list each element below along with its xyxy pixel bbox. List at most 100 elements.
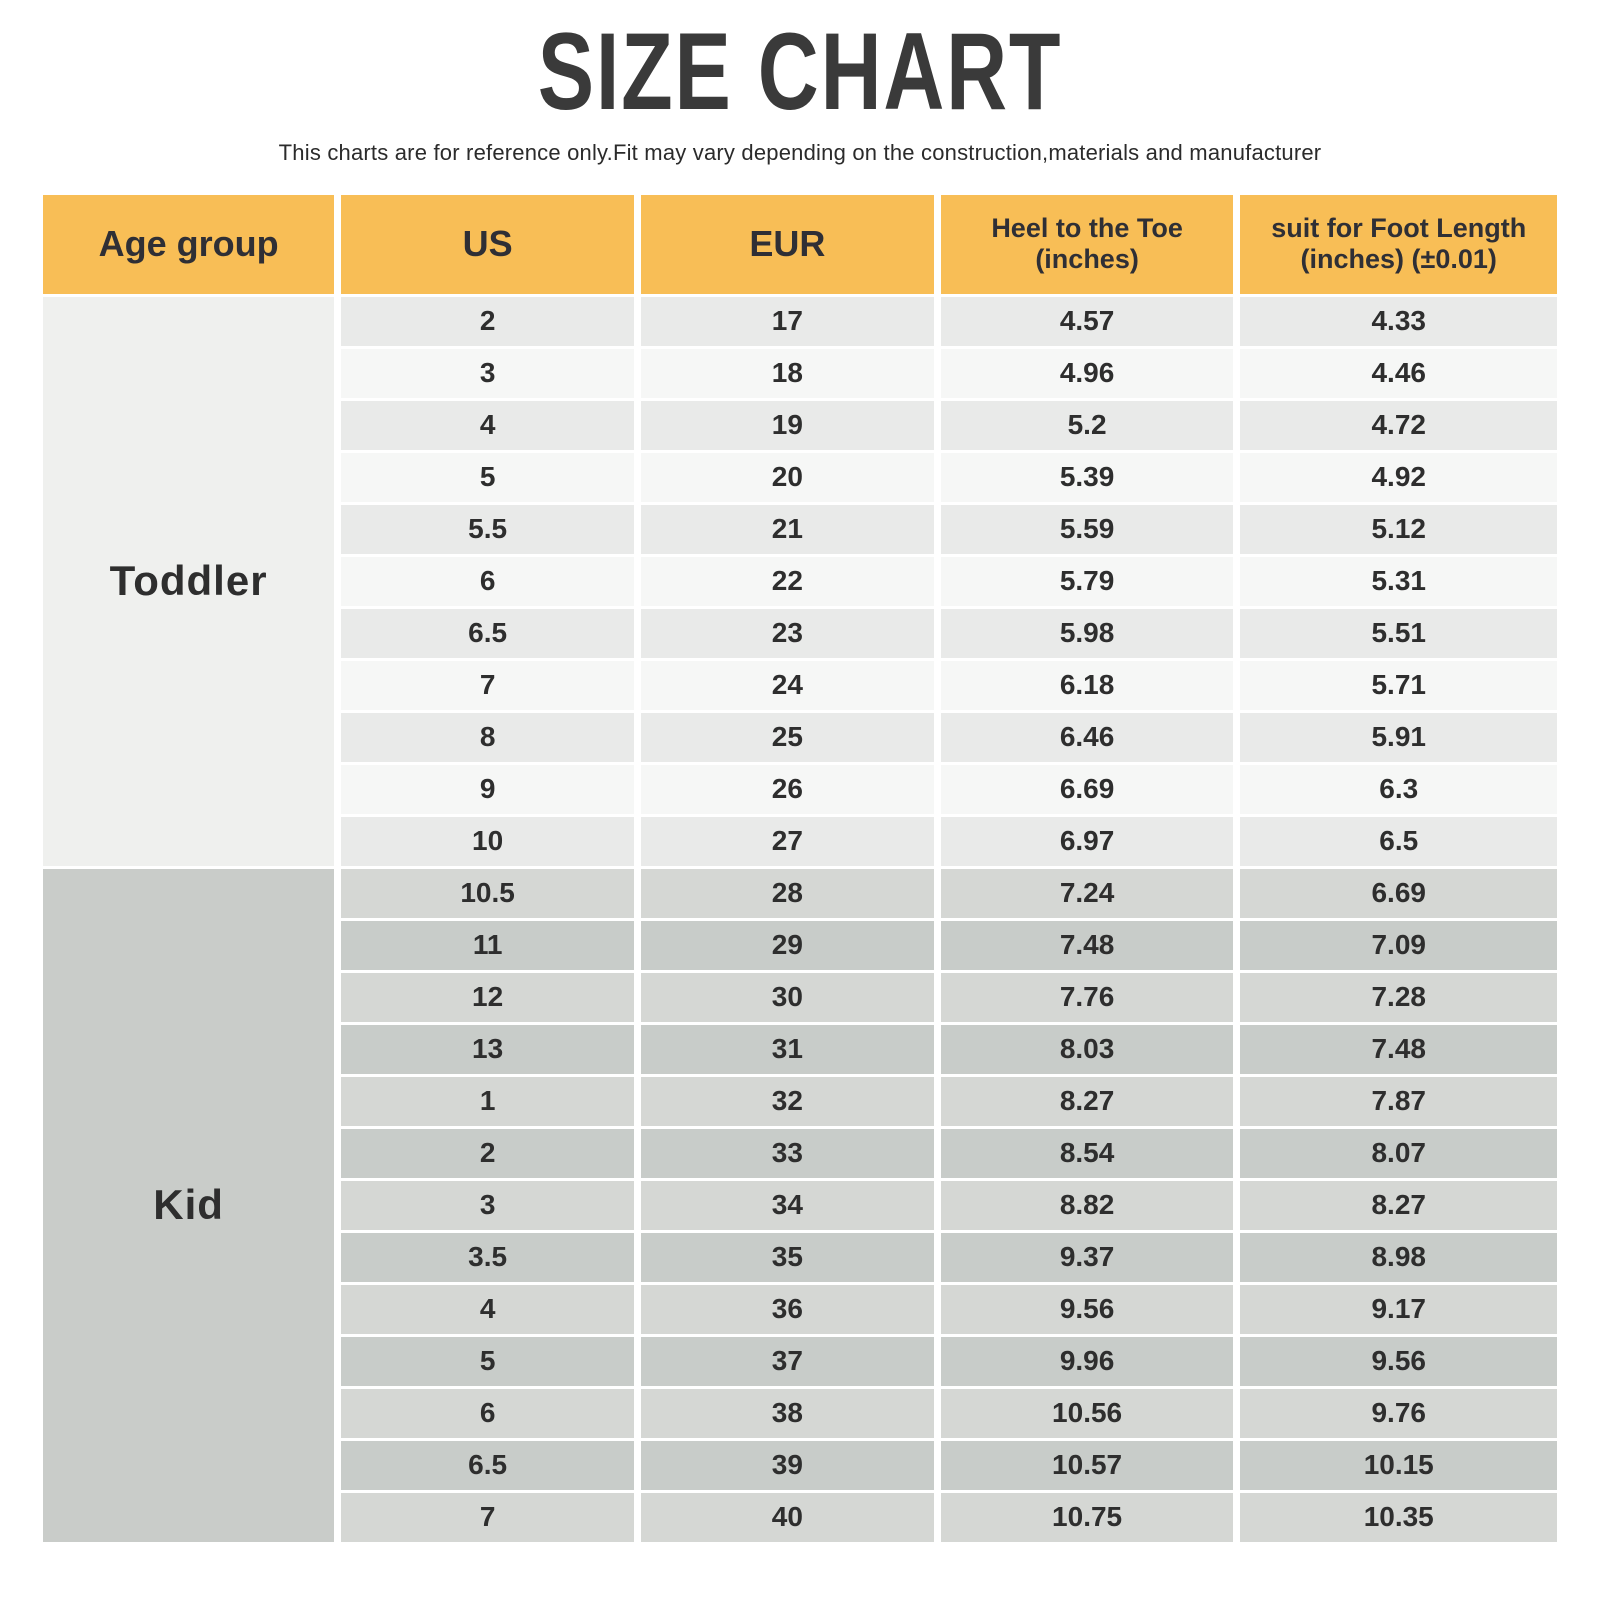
cell-heel-to-toe: 7.48	[940, 920, 1234, 970]
cell-eur: 33	[640, 1128, 934, 1178]
cell-heel-to-toe: 6.69	[940, 764, 1234, 814]
age-group-cell-kid: Kid	[43, 868, 335, 1542]
cell-foot-length: 7.28	[1240, 972, 1557, 1022]
cell-us: 9	[341, 764, 634, 814]
table-row: 5.5 21 5.59 5.12	[43, 504, 1557, 554]
cell-us: 3	[341, 1180, 634, 1230]
cell-foot-length: 4.33	[1240, 296, 1557, 346]
cell-us: 5	[341, 452, 634, 502]
cell-eur: 32	[640, 1076, 934, 1126]
cell-heel-to-toe: 8.03	[940, 1024, 1234, 1074]
cell-foot-length: 8.07	[1240, 1128, 1557, 1178]
cell-heel-to-toe: 7.76	[940, 972, 1234, 1022]
cell-heel-to-toe: 10.57	[940, 1440, 1234, 1490]
cell-foot-length: 9.56	[1240, 1336, 1557, 1386]
table-row: 11 29 7.48 7.09	[43, 920, 1557, 970]
cell-heel-to-toe: 9.56	[940, 1284, 1234, 1334]
table-row: 2 33 8.54 8.07	[43, 1128, 1557, 1178]
cell-eur: 25	[640, 712, 934, 762]
page-title: SIZE CHART	[537, 11, 1063, 133]
cell-eur: 17	[640, 296, 934, 346]
cell-eur: 38	[640, 1388, 934, 1438]
table-row: 13 31 8.03 7.48	[43, 1024, 1557, 1074]
col-header-age-group: Age group	[43, 194, 335, 294]
col-header-heel-to-toe-unit: (inches)	[1035, 244, 1139, 275]
cell-eur: 24	[640, 660, 934, 710]
cell-us: 7	[341, 1492, 634, 1542]
table-row: Kid 10.5 28 7.24 6.69	[43, 868, 1557, 1542]
col-header-us: US	[341, 194, 634, 294]
table-row: 3 18 4.96 4.46	[43, 348, 1557, 398]
cell-heel-to-toe: 8.82	[940, 1180, 1234, 1230]
table-row: 9 26 6.69 6.3	[43, 764, 1557, 814]
cell-heel-to-toe: 5.79	[940, 556, 1234, 606]
table-row: 6.5 23 5.98 5.51	[43, 608, 1557, 658]
cell-heel-to-toe: 5.2	[940, 400, 1234, 450]
cell-us: 5	[341, 1336, 634, 1386]
cell-foot-length: 7.48	[1240, 1024, 1557, 1074]
cell-foot-length: 4.92	[1240, 452, 1557, 502]
table-row: 4 36 9.56 9.17	[43, 1284, 1557, 1334]
cell-eur: 18	[640, 348, 934, 398]
table-row: 10 27 6.97 6.5	[43, 816, 1557, 866]
cell-heel-to-toe: 5.98	[940, 608, 1234, 658]
table-row: 5 20 5.39 4.92	[43, 452, 1557, 502]
subtitle: This charts are for reference only.Fit m…	[278, 139, 1322, 165]
col-header-eur-label: EUR	[749, 223, 826, 265]
cell-foot-length: 9.17	[1240, 1284, 1557, 1334]
cell-eur: 39	[640, 1440, 934, 1490]
cell-us: 6	[341, 556, 634, 606]
cell-heel-to-toe: 8.54	[940, 1128, 1234, 1178]
table-row: 6 38 10.56 9.76	[43, 1388, 1557, 1438]
cell-heel-to-toe: 5.39	[940, 452, 1234, 502]
cell-heel-to-toe: 10.56	[940, 1388, 1234, 1438]
cell-heel-to-toe: 7.24	[940, 868, 1234, 918]
table-row: 6 22 5.79 5.31	[43, 556, 1557, 606]
cell-foot-length: 10.35	[1240, 1492, 1557, 1542]
cell-heel-to-toe: 4.96	[940, 348, 1234, 398]
cell-us: 10.5	[341, 868, 634, 918]
cell-eur: 37	[640, 1336, 934, 1386]
col-header-heel-to-toe: Heel to the Toe (inches)	[940, 194, 1234, 294]
cell-eur: 19	[640, 400, 934, 450]
cell-eur: 36	[640, 1284, 934, 1334]
size-table: Age group US EUR Heel to the Toe (inches…	[36, 192, 1564, 1545]
cell-foot-length: 10.15	[1240, 1440, 1557, 1490]
col-header-us-label: US	[462, 223, 513, 265]
cell-foot-length: 5.71	[1240, 660, 1557, 710]
cell-foot-length: 9.76	[1240, 1388, 1557, 1438]
cell-foot-length: 4.72	[1240, 400, 1557, 450]
cell-us: 10	[341, 816, 634, 866]
cell-eur: 31	[640, 1024, 934, 1074]
cell-heel-to-toe: 10.75	[940, 1492, 1234, 1542]
cell-foot-length: 5.51	[1240, 608, 1557, 658]
cell-us: 2	[341, 1128, 634, 1178]
table-row: 7 24 6.18 5.71	[43, 660, 1557, 710]
cell-eur: 21	[640, 504, 934, 554]
table-row: 8 25 6.46 5.91	[43, 712, 1557, 762]
cell-eur: 27	[640, 816, 934, 866]
table-row: 4 19 5.2 4.72	[43, 400, 1557, 450]
col-header-foot-length-unit: (inches) (±0.01)	[1300, 244, 1497, 275]
table-row: 7 40 10.75 10.35	[43, 1492, 1557, 1542]
cell-eur: 22	[640, 556, 934, 606]
cell-us: 8	[341, 712, 634, 762]
cell-foot-length: 7.87	[1240, 1076, 1557, 1126]
cell-us: 2	[341, 296, 634, 346]
size-chart-page: SIZE CHART This charts are for reference…	[36, 11, 1564, 1545]
cell-foot-length: 6.5	[1240, 816, 1557, 866]
cell-foot-length: 8.27	[1240, 1180, 1557, 1230]
cell-foot-length: 5.91	[1240, 712, 1557, 762]
table-row: 6.5 39 10.57 10.15	[43, 1440, 1557, 1490]
cell-heel-to-toe: 4.57	[940, 296, 1234, 346]
cell-foot-length: 6.3	[1240, 764, 1557, 814]
cell-us: 6.5	[341, 1440, 634, 1490]
cell-us: 1	[341, 1076, 634, 1126]
cell-heel-to-toe: 9.37	[940, 1232, 1234, 1282]
cell-eur: 28	[640, 868, 934, 918]
cell-heel-to-toe: 5.59	[940, 504, 1234, 554]
cell-us: 4	[341, 1284, 634, 1334]
cell-us: 4	[341, 400, 634, 450]
cell-eur: 34	[640, 1180, 934, 1230]
cell-heel-to-toe: 6.97	[940, 816, 1234, 866]
